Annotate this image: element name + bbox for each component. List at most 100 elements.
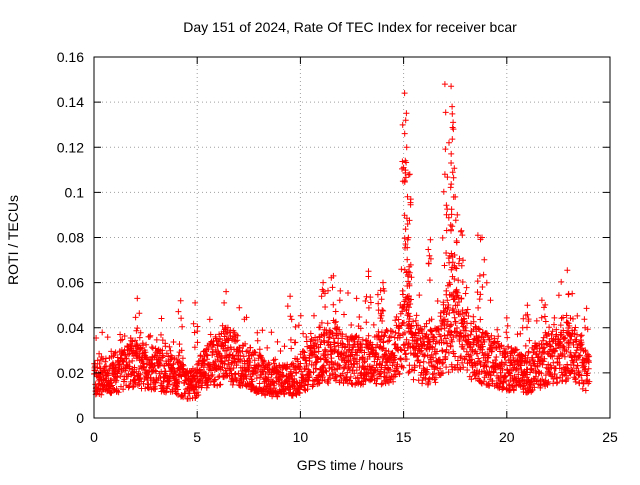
data-point [347, 377, 353, 384]
data-point [108, 348, 115, 355]
data-point [117, 331, 124, 338]
data-point [425, 376, 432, 383]
data-point [246, 362, 253, 369]
data-point [477, 291, 484, 298]
data-point [399, 121, 406, 128]
data-point [227, 327, 234, 334]
data-point [519, 353, 526, 359]
data-point [512, 347, 519, 354]
data-point [347, 373, 354, 380]
data-point [487, 372, 494, 379]
data-point [391, 352, 398, 359]
data-point [404, 256, 411, 263]
y-tick-label: 0.04 [57, 320, 84, 336]
data-point [488, 332, 495, 339]
data-point [565, 290, 572, 297]
data-point [417, 359, 423, 366]
data-point [173, 390, 180, 397]
data-point [489, 377, 496, 384]
data-point [397, 346, 404, 353]
data-point [133, 327, 140, 334]
data-point [357, 325, 364, 332]
data-point [565, 344, 572, 351]
data-point [481, 256, 488, 263]
data-point [449, 338, 456, 345]
x-tick-label: 5 [193, 429, 201, 445]
data-point [307, 330, 314, 337]
data-point [229, 381, 236, 388]
data-point [424, 366, 431, 373]
data-point [475, 355, 482, 362]
data-point [377, 343, 384, 350]
data-point [249, 378, 256, 385]
data-point [401, 177, 408, 184]
data-point [365, 268, 372, 275]
data-point [542, 372, 549, 379]
data-point [402, 117, 409, 124]
data-point [365, 332, 372, 339]
data-point [418, 347, 425, 354]
data-point [243, 375, 250, 382]
data-point [318, 319, 325, 326]
data-point [201, 360, 208, 367]
data-point [480, 271, 487, 278]
data-point [176, 358, 183, 365]
data-point [242, 340, 249, 347]
data-point [433, 338, 440, 345]
data-point [361, 349, 368, 356]
data-point [237, 352, 244, 359]
data-point [464, 332, 471, 339]
data-point [581, 316, 588, 323]
data-point [416, 292, 423, 299]
data-point [158, 331, 164, 338]
data-point [274, 393, 281, 400]
data-point [522, 342, 529, 349]
data-point [568, 367, 575, 373]
data-point [399, 158, 406, 165]
data-point [147, 332, 154, 339]
data-point [143, 341, 150, 348]
data-point [448, 211, 455, 218]
data-point [178, 315, 185, 322]
data-point [380, 338, 387, 345]
data-point [190, 320, 197, 327]
data-point [403, 144, 410, 151]
data-point [468, 376, 475, 383]
data-point [449, 110, 456, 117]
data-point [567, 315, 574, 322]
data-point [564, 319, 571, 326]
data-point [495, 333, 502, 340]
data-point [311, 312, 317, 319]
data-point [585, 365, 592, 372]
data-point [515, 365, 521, 372]
data-point [370, 321, 377, 328]
data-point [532, 350, 539, 357]
data-point [471, 336, 477, 343]
data-point [531, 346, 538, 353]
data-point [384, 370, 390, 376]
data-point [373, 350, 380, 357]
data-point [448, 266, 455, 273]
data-point [210, 341, 217, 348]
data-point [390, 359, 397, 366]
data-point [522, 356, 529, 362]
data-point [268, 329, 275, 336]
data-point [549, 353, 556, 360]
data-point [363, 319, 370, 326]
data-point [121, 376, 128, 383]
data-point [280, 372, 287, 379]
data-point [121, 347, 128, 354]
data-point [258, 371, 265, 378]
data-point [204, 356, 210, 363]
data-point [544, 381, 551, 388]
data-point [136, 350, 143, 357]
data-point [385, 379, 392, 386]
data-point [574, 362, 581, 369]
data-point [458, 353, 464, 360]
data-point [457, 228, 464, 235]
data-point [584, 370, 591, 377]
data-point [323, 368, 330, 375]
data-point [557, 322, 564, 329]
data-point [419, 330, 426, 337]
